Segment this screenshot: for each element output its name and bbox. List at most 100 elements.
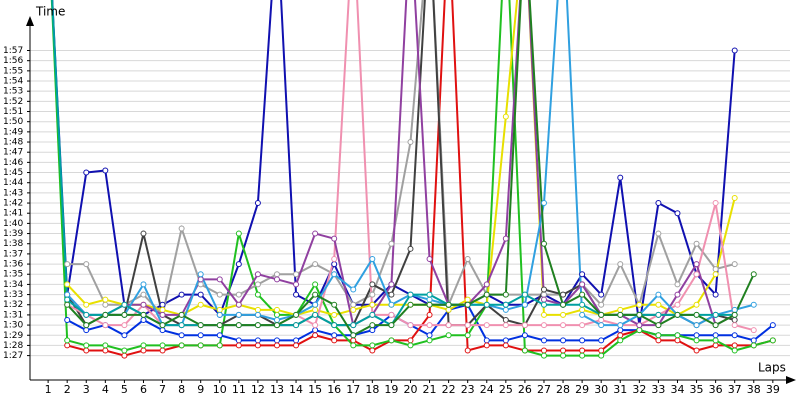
data-point — [693, 332, 700, 339]
x-tick-label: 9 — [197, 383, 204, 396]
data-point — [312, 261, 319, 268]
data-point — [598, 317, 605, 323]
x-tick-label: 34 — [670, 383, 684, 396]
data-point — [540, 286, 547, 293]
data-point — [617, 311, 624, 318]
data-point — [579, 347, 586, 354]
data-point — [350, 337, 357, 344]
data-point — [598, 347, 605, 354]
x-tick-label: 1 — [45, 383, 52, 396]
data-point — [388, 281, 395, 288]
data-point — [369, 342, 376, 349]
data-point — [407, 139, 414, 146]
data-point — [579, 291, 586, 298]
data-point — [388, 291, 395, 298]
data-point — [502, 113, 509, 120]
data-point — [140, 301, 147, 308]
data-point — [121, 301, 128, 308]
data-point — [64, 281, 71, 288]
data-point — [235, 322, 242, 329]
data-point — [216, 291, 223, 298]
data-point — [64, 317, 71, 323]
data-point — [159, 327, 166, 334]
x-tick-label: 21 — [423, 383, 437, 396]
data-point — [178, 322, 185, 329]
data-point — [331, 311, 338, 318]
data-point — [693, 240, 700, 247]
data-point — [598, 311, 605, 318]
x-tick-label: 26 — [518, 383, 532, 396]
y-tick-label: 1:49 — [3, 127, 23, 137]
data-point — [540, 240, 547, 247]
data-point — [388, 337, 395, 344]
series-line — [66, 0, 736, 317]
x-tick-label: 8 — [178, 383, 185, 396]
data-point — [693, 261, 700, 268]
data-point — [712, 271, 719, 278]
data-point — [426, 301, 433, 308]
data-point — [502, 317, 509, 323]
data-point — [83, 347, 90, 354]
data-point — [464, 332, 471, 339]
x-tick-label: 33 — [651, 383, 665, 396]
data-point — [407, 291, 414, 298]
data-point — [598, 337, 605, 344]
data-point — [254, 271, 261, 278]
y-tick-label: 1:37 — [3, 249, 23, 259]
y-tick-label: 1:55 — [3, 66, 23, 76]
data-point — [750, 327, 757, 334]
data-point — [540, 352, 547, 359]
data-point — [750, 301, 757, 308]
data-point — [464, 301, 471, 308]
data-point — [312, 291, 319, 298]
data-point — [83, 327, 90, 334]
data-point — [712, 266, 719, 273]
data-point — [540, 322, 547, 329]
data-point — [750, 271, 757, 278]
data-point — [426, 337, 433, 344]
data-point — [388, 311, 395, 318]
data-point — [655, 322, 662, 329]
data-point — [731, 347, 738, 354]
data-point — [369, 311, 376, 318]
y-tick-label: 1:41 — [3, 209, 23, 219]
data-point — [579, 352, 586, 359]
data-point — [331, 235, 338, 242]
data-point — [102, 296, 109, 303]
data-point — [617, 306, 624, 313]
series-line — [66, 0, 736, 327]
grid — [30, 50, 790, 357]
data-point — [407, 245, 414, 252]
data-point — [655, 200, 662, 207]
y-tick-label: 1:28 — [3, 341, 23, 351]
data-point — [273, 342, 280, 349]
data-point — [655, 301, 662, 308]
data-point — [312, 230, 319, 237]
data-point — [140, 342, 147, 349]
data-point — [178, 311, 185, 318]
data-point — [121, 332, 128, 339]
data-point — [83, 322, 90, 329]
data-point — [159, 301, 166, 308]
y-axis-title: Time — [35, 5, 65, 19]
x-tick-label: 38 — [747, 383, 761, 396]
x-tick-label: 39 — [766, 383, 780, 396]
y-tick-label: 1:39 — [3, 229, 23, 239]
data-point — [598, 352, 605, 359]
x-tick-label: 4 — [102, 383, 109, 396]
data-point — [83, 301, 90, 308]
data-point — [750, 342, 757, 349]
data-point — [579, 337, 586, 344]
data-point — [464, 347, 471, 354]
data-point — [102, 322, 109, 329]
data-point — [350, 301, 357, 308]
data-point — [197, 291, 204, 298]
x-tick-label: 18 — [365, 383, 379, 396]
data-point — [388, 240, 395, 247]
data-point — [655, 311, 662, 318]
y-tick-label: 1:48 — [3, 138, 23, 148]
data-point — [674, 281, 681, 288]
data-point — [579, 281, 586, 288]
data-point — [312, 327, 319, 334]
data-point — [693, 347, 700, 354]
